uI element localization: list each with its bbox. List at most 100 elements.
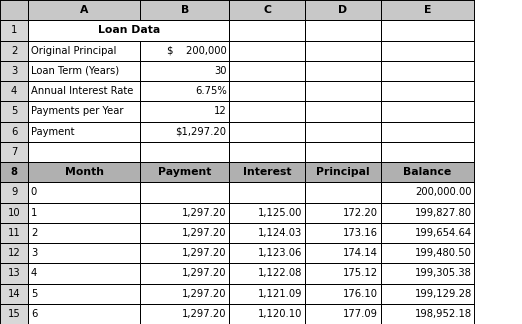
Bar	[140, 0, 229, 20]
Bar	[0, 263, 28, 284]
Bar	[305, 223, 381, 243]
Text: Payment: Payment	[158, 167, 211, 177]
Bar	[28, 223, 140, 243]
Bar	[28, 162, 140, 182]
Bar	[229, 122, 305, 142]
Bar	[140, 202, 229, 223]
Bar	[305, 40, 381, 61]
Bar	[0, 122, 28, 142]
Text: D: D	[338, 5, 347, 15]
Bar	[140, 223, 229, 243]
Bar	[140, 61, 229, 81]
Text: Payments per Year: Payments per Year	[31, 106, 123, 116]
Bar	[0, 243, 28, 263]
Bar	[381, 40, 474, 61]
Text: Interest: Interest	[243, 167, 291, 177]
Bar	[305, 122, 381, 142]
Bar	[229, 284, 305, 304]
Text: 4: 4	[31, 268, 37, 278]
Text: 1,121.09: 1,121.09	[258, 289, 302, 299]
Bar	[229, 81, 305, 101]
Bar	[305, 162, 381, 182]
Bar	[0, 202, 28, 223]
Bar	[229, 202, 305, 223]
Text: 3: 3	[11, 66, 17, 76]
Text: 175.12: 175.12	[343, 268, 378, 278]
Text: 2: 2	[31, 228, 37, 238]
Bar	[381, 61, 474, 81]
Bar	[381, 243, 474, 263]
Bar	[381, 20, 474, 40]
Bar	[305, 61, 381, 81]
Text: 8: 8	[10, 167, 18, 177]
Bar	[140, 81, 229, 101]
Bar	[381, 142, 474, 162]
Text: 1,297.20: 1,297.20	[182, 289, 227, 299]
Text: C: C	[263, 5, 271, 15]
Bar	[381, 101, 474, 122]
Bar	[0, 162, 28, 182]
Bar	[381, 304, 474, 324]
Text: 1,297.20: 1,297.20	[182, 208, 227, 218]
Text: Loan Term (Years): Loan Term (Years)	[31, 66, 119, 76]
Bar	[229, 0, 305, 20]
Bar	[381, 0, 474, 20]
Bar	[0, 0, 28, 20]
Bar	[229, 243, 305, 263]
Text: 1,123.06: 1,123.06	[258, 248, 302, 258]
Bar	[140, 182, 229, 202]
Text: Annual Interest Rate: Annual Interest Rate	[31, 86, 133, 96]
Text: 200,000.00: 200,000.00	[416, 187, 472, 197]
Bar	[0, 40, 28, 61]
Bar	[381, 284, 474, 304]
Text: 6.75%: 6.75%	[195, 86, 227, 96]
Bar	[0, 142, 28, 162]
Bar	[381, 202, 474, 223]
Text: 13: 13	[8, 268, 20, 278]
Bar	[28, 101, 140, 122]
Text: 15: 15	[8, 309, 20, 319]
Text: 3: 3	[31, 248, 37, 258]
Bar	[28, 40, 140, 61]
Bar	[229, 61, 305, 81]
Bar	[0, 182, 28, 202]
Bar	[0, 81, 28, 101]
Text: 1: 1	[11, 25, 17, 35]
Text: 5: 5	[31, 289, 37, 299]
Bar	[28, 284, 140, 304]
Bar	[305, 263, 381, 284]
Bar	[229, 20, 305, 40]
Bar	[0, 304, 28, 324]
Bar	[28, 243, 140, 263]
Text: 198,952.18: 198,952.18	[415, 309, 472, 319]
Bar	[0, 101, 28, 122]
Bar	[28, 20, 229, 40]
Bar	[140, 162, 229, 182]
Bar	[140, 304, 229, 324]
Text: Month: Month	[65, 167, 104, 177]
Text: 1,297.20: 1,297.20	[182, 309, 227, 319]
Text: 173.16: 173.16	[343, 228, 378, 238]
Bar	[140, 101, 229, 122]
Bar	[229, 223, 305, 243]
Bar	[305, 20, 381, 40]
Text: 1,122.08: 1,122.08	[258, 268, 302, 278]
Text: 1,124.03: 1,124.03	[258, 228, 302, 238]
Bar	[381, 81, 474, 101]
Text: 1,297.20: 1,297.20	[182, 248, 227, 258]
Text: 11: 11	[8, 228, 20, 238]
Bar	[305, 81, 381, 101]
Text: 1,297.20: 1,297.20	[182, 228, 227, 238]
Bar	[229, 162, 305, 182]
Text: 7: 7	[11, 147, 17, 157]
Text: 1,120.10: 1,120.10	[258, 309, 302, 319]
Bar	[28, 142, 140, 162]
Text: 177.09: 177.09	[343, 309, 378, 319]
Bar	[28, 182, 140, 202]
Bar	[305, 284, 381, 304]
Text: 0: 0	[31, 187, 37, 197]
Bar	[381, 122, 474, 142]
Text: 12: 12	[214, 106, 227, 116]
Text: 199,827.80: 199,827.80	[415, 208, 472, 218]
Bar	[28, 61, 140, 81]
